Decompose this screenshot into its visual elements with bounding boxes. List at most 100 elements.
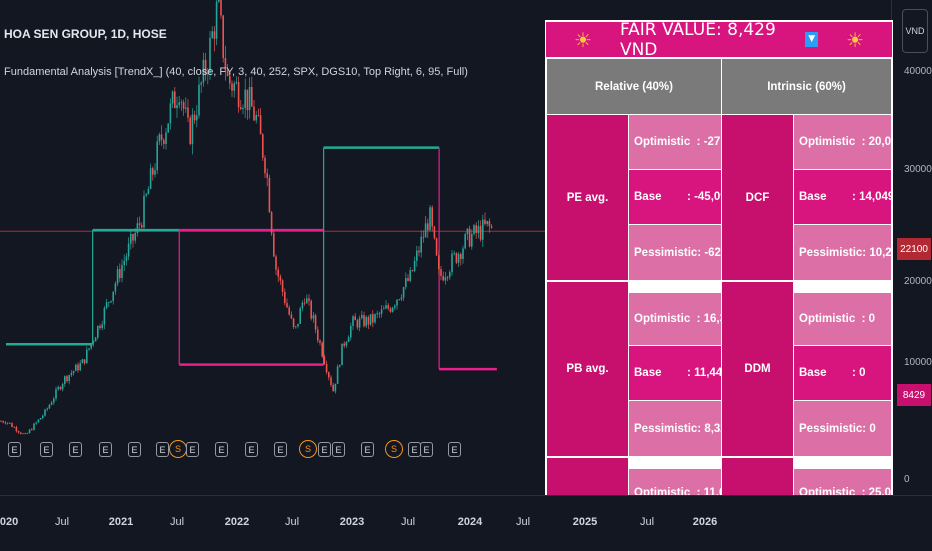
candle xyxy=(97,325,99,338)
candle xyxy=(77,364,79,371)
candle xyxy=(152,168,154,175)
candle xyxy=(187,107,189,118)
candle xyxy=(354,316,356,321)
candle xyxy=(114,283,117,292)
candle xyxy=(116,269,119,284)
candle xyxy=(427,223,429,231)
y-tick-40000: 40000 xyxy=(904,66,932,77)
earnings-event-icon[interactable]: E xyxy=(186,442,199,457)
candle xyxy=(486,220,488,225)
candle xyxy=(94,337,97,342)
candle xyxy=(251,86,253,107)
candle xyxy=(376,313,378,315)
candle xyxy=(471,234,473,247)
candle xyxy=(44,409,46,416)
candle xyxy=(334,383,337,392)
candle xyxy=(171,91,174,104)
currency-button[interactable]: VND xyxy=(902,9,928,53)
candle xyxy=(321,342,323,357)
candle xyxy=(488,220,491,227)
candle xyxy=(50,402,53,405)
candle xyxy=(372,314,374,323)
earnings-event-icon[interactable]: E xyxy=(245,442,258,457)
candle xyxy=(490,226,493,228)
split-event-icon[interactable]: S xyxy=(385,440,403,458)
candle xyxy=(400,297,403,300)
candle xyxy=(328,372,330,378)
sun-icon: ☀ xyxy=(846,27,864,52)
candle xyxy=(246,89,249,111)
candle xyxy=(394,305,396,308)
x-tick-jul-2024: Jul xyxy=(515,516,531,528)
earnings-event-icon[interactable]: E xyxy=(40,442,53,457)
candle xyxy=(365,316,367,327)
pb-base: Base : 11,448 xyxy=(629,346,729,400)
earnings-event-icon[interactable]: E xyxy=(99,442,112,457)
candle xyxy=(310,300,312,319)
x-tick-2025: 2025 xyxy=(572,516,598,528)
ddm-optimistic: Optimistic : 0 xyxy=(794,293,891,345)
dcf-optimistic: Optimistic : 20,031 xyxy=(794,115,893,169)
candle xyxy=(268,177,271,213)
split-event-icon[interactable]: S xyxy=(299,440,317,458)
earnings-event-icon[interactable]: E xyxy=(420,442,433,457)
earnings-event-icon[interactable]: E xyxy=(274,442,287,457)
candle xyxy=(319,340,321,343)
candle xyxy=(112,291,114,302)
intrinsic-column-header: Intrinsic (60%) xyxy=(722,59,891,114)
earnings-event-icon[interactable]: E xyxy=(128,442,141,457)
candle xyxy=(37,419,40,423)
earnings-event-icon[interactable]: E xyxy=(156,442,169,457)
candle xyxy=(248,86,251,111)
candle xyxy=(207,72,209,74)
earnings-event-icon[interactable]: E xyxy=(318,442,331,457)
candle xyxy=(61,383,64,390)
candle xyxy=(141,225,143,228)
candle xyxy=(99,325,101,329)
candle xyxy=(479,226,482,240)
earnings-event-icon[interactable]: E xyxy=(361,442,374,457)
candle xyxy=(196,115,198,121)
candle xyxy=(341,343,343,366)
candle xyxy=(130,234,132,244)
candle xyxy=(204,59,207,74)
candle xyxy=(220,0,222,16)
candle xyxy=(46,408,48,410)
candle xyxy=(361,314,363,319)
earnings-event-icon[interactable]: E xyxy=(69,442,82,457)
ddm-pessimistic: Pessimistic: 0 xyxy=(794,401,891,456)
metric-label xyxy=(547,458,628,495)
earnings-event-icon[interactable]: E xyxy=(448,442,461,457)
candle xyxy=(295,326,297,328)
time-axis[interactable] xyxy=(0,495,932,551)
candle xyxy=(389,308,392,312)
candle xyxy=(110,301,112,303)
indicator-legend[interactable]: Fundamental Analysis [TrendX_] (40, clos… xyxy=(4,66,468,78)
candle xyxy=(378,313,381,315)
split-event-icon[interactable]: S xyxy=(169,440,187,458)
candle xyxy=(303,302,306,304)
price-chart[interactable] xyxy=(0,0,932,495)
candle xyxy=(24,433,26,435)
y-tick-10000: 10000 xyxy=(904,357,932,368)
candle xyxy=(145,194,147,196)
candle xyxy=(20,432,22,434)
candle xyxy=(286,303,288,308)
candle xyxy=(143,195,145,228)
candle xyxy=(442,275,444,281)
candle xyxy=(270,212,273,234)
candle xyxy=(374,314,376,323)
pe-base: Base : -45,091 xyxy=(629,170,733,224)
pe-pessimistic: Pessimistic: -62,893 xyxy=(629,225,743,280)
earnings-event-icon[interactable]: E xyxy=(332,442,345,457)
candle xyxy=(339,365,341,367)
candle xyxy=(277,269,279,277)
candle xyxy=(169,103,172,124)
candle xyxy=(156,141,158,171)
row3-intrinsic-optimistic: Optimistic : 25,070 xyxy=(794,469,893,495)
candle xyxy=(178,102,180,106)
earnings-event-icon[interactable]: E xyxy=(215,442,228,457)
candle xyxy=(68,375,70,382)
candle xyxy=(125,256,128,261)
earnings-event-icon[interactable]: E xyxy=(8,442,21,457)
